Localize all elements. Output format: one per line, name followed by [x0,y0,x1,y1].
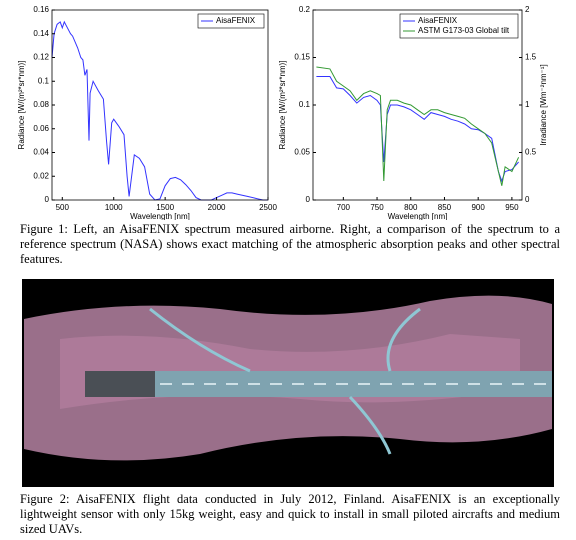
legend-label: AisaFENIX [418,16,458,25]
y-tick-label: 0.16 [33,5,49,14]
y-tick-label: 0.1 [299,100,311,109]
x-axis-label: Wavelength [nm] [130,212,190,220]
y2-tick-label: 0 [525,195,530,204]
x-tick-label: 2000 [208,203,226,212]
y-axis-label: Radiance [W/(m²*sr*nm)] [278,61,287,150]
x-tick-label: 500 [56,203,70,212]
x-tick-label: 900 [471,203,485,212]
legend-label: ASTM G173-03 Global tilt [418,26,510,35]
y2-tick-label: 0.5 [525,148,537,157]
image-runway-end [85,371,155,397]
y-tick-label: 0.15 [294,53,310,62]
legend-box [197,13,265,29]
y-tick-label: 0.04 [33,148,49,157]
y-tick-label: 0 [306,195,311,204]
charts: 500 1000 1500 2000 2500 0 0.02 0.04 0.06 0.08 0.1 0… [17,5,548,220]
legend-box [399,13,519,39]
y2-tick-label: 1.5 [525,53,537,62]
x-tick-label: 700 [337,203,351,212]
y2-tick-label: 1 [525,100,530,109]
y-tick-label: 0.12 [33,53,49,62]
x-tick-label: 1500 [156,203,174,212]
y-tick-label: 0.1 [38,76,50,85]
y-tick-label: 0.08 [33,100,49,109]
series-line [316,66,520,186]
aerial-image [22,279,554,487]
x-tick-label: 2500 [259,203,277,212]
image-taxiway [149,307,421,455]
plot-frame [312,9,523,201]
y-tick-label: 0.05 [294,148,310,157]
x-tick-label: 800 [404,203,418,212]
plot-frame [51,9,269,201]
x-axis-label: Wavelength [nm] [388,212,448,220]
y2-tick-label: 2 [525,5,530,14]
series-line [51,20,268,201]
legend-label: AisaFENIX [216,16,256,25]
x-tick-label: 1000 [105,203,123,212]
y-tick-label: 0.06 [33,124,49,133]
y-tick-label: 0 [45,195,50,204]
x-tick-label: 750 [370,203,384,212]
x-tick-label: 850 [438,203,452,212]
y-tick-label: 0.14 [33,29,49,38]
y-tick-label: 0.2 [299,5,311,14]
y-axis-label: Radiance [W/(m²*sr*nm)] [17,61,26,150]
figure-caption: Figure 2: AisaFENIX flight data conducte… [20,492,560,536]
y-tick-label: 0.02 [33,171,49,180]
series-line [316,76,519,183]
figure-caption: Figure 1: Left, an AisaFENIX spectrum me… [20,222,560,266]
y2-axis-label: Irradiance [Wm⁻²nm⁻¹] [539,64,548,145]
x-tick-label: 950 [505,203,519,212]
